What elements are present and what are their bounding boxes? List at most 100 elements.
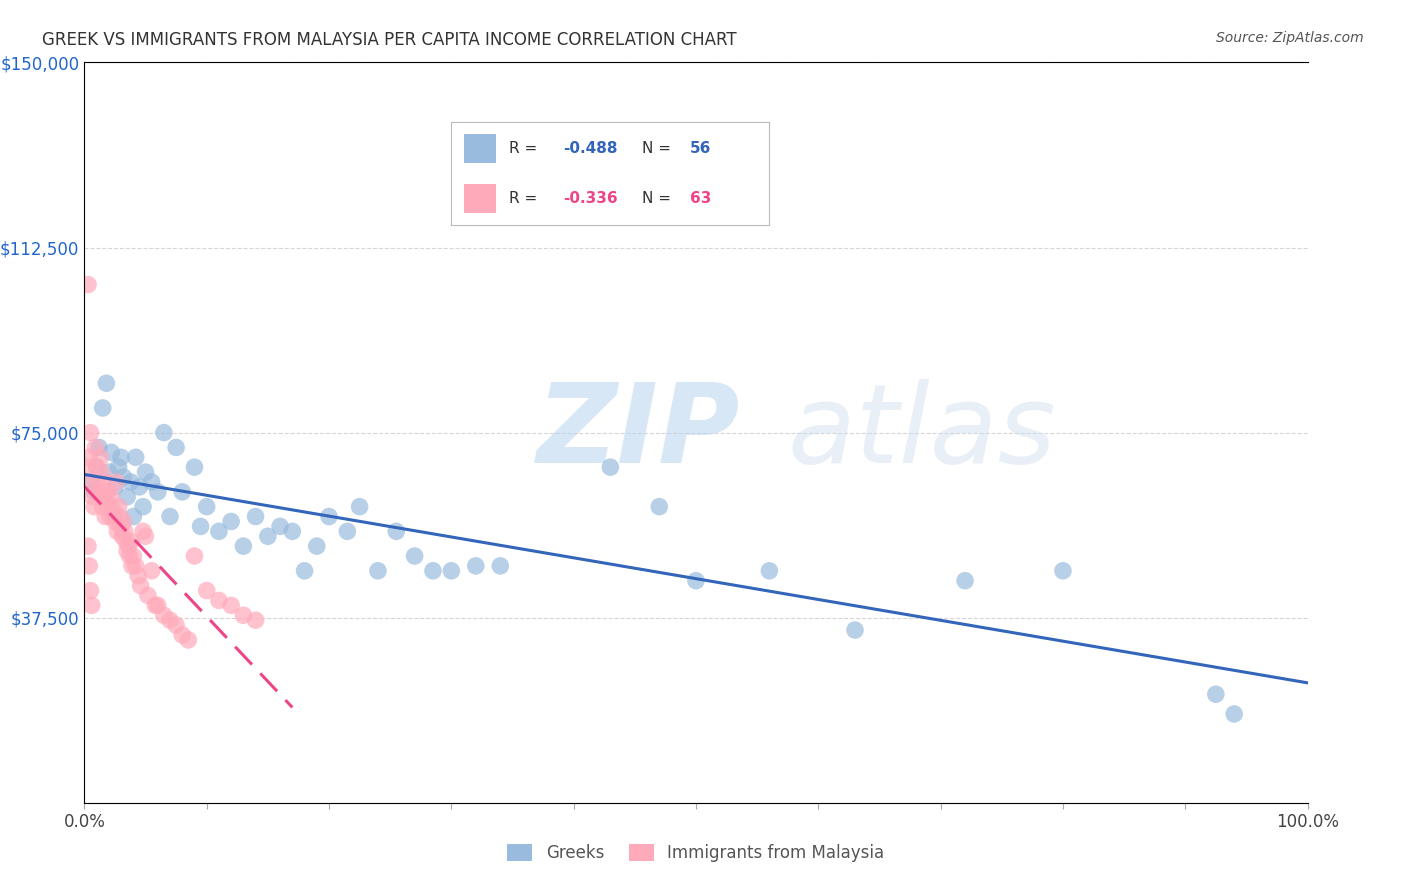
Point [80,599,103,613]
Point [132,524,155,539]
Point [112,515,135,529]
Point [128,480,150,494]
Point [232,608,254,623]
Point [98,509,121,524]
Point [115,490,138,504]
Point [336,524,359,539]
Point [104,515,127,529]
Point [118,549,141,563]
Point [84,441,107,455]
Point [172,628,194,642]
Point [367,564,389,578]
Point [153,425,176,440]
Point [190,519,212,533]
Point [422,564,444,578]
Point [103,509,125,524]
Point [86,460,108,475]
Point [105,524,128,539]
Point [132,500,155,514]
Point [183,460,205,475]
Point [108,509,131,524]
Point [135,465,157,479]
Point [136,589,159,603]
Point [844,623,866,637]
Point [165,441,187,455]
Point [159,613,181,627]
Point [349,500,371,514]
Point [86,460,108,475]
Point [87,484,110,499]
Point [120,475,142,489]
Point [269,519,291,533]
Point [94,509,117,524]
Point [1223,706,1246,721]
Point [257,529,280,543]
Point [87,475,110,489]
Point [121,558,143,573]
Point [107,460,129,475]
Point [153,608,176,623]
Point [318,509,340,524]
Point [648,500,671,514]
Point [100,490,122,504]
Point [89,450,111,465]
Point [294,564,316,578]
Point [305,539,328,553]
Text: ZIP: ZIP [537,379,741,486]
Point [122,509,145,524]
Point [79,583,101,598]
Point [219,515,242,529]
Point [172,484,194,499]
Point [685,574,707,588]
Point [208,593,231,607]
Point [100,445,122,459]
Point [77,460,100,475]
Point [177,632,200,647]
Point [114,524,136,539]
Point [101,500,124,514]
Point [110,450,132,465]
Point [232,539,254,553]
Point [107,500,129,514]
Point [83,500,105,514]
Point [125,450,148,465]
Text: atlas: atlas [787,379,1056,486]
Point [404,549,426,563]
Point [758,564,780,578]
Point [219,599,242,613]
Point [281,524,304,539]
Point [97,484,120,499]
Point [129,579,152,593]
Point [125,558,148,573]
Point [80,475,103,489]
Point [146,599,169,613]
Point [77,277,100,292]
Point [77,558,100,573]
Point [105,475,128,489]
Point [1205,687,1227,701]
Legend: Greeks, Immigrants from Malaysia: Greeks, Immigrants from Malaysia [501,837,891,869]
Point [1052,564,1074,578]
Point [96,475,118,489]
Point [127,568,149,582]
Point [159,509,181,524]
Point [120,534,142,549]
Point [83,484,105,499]
Point [122,549,145,563]
Text: GREEK VS IMMIGRANTS FROM MALAYSIA PER CAPITA INCOME CORRELATION CHART: GREEK VS IMMIGRANTS FROM MALAYSIA PER CA… [42,31,737,49]
Point [77,539,100,553]
Point [385,524,408,539]
Point [195,583,218,598]
Point [82,490,104,504]
Point [141,564,163,578]
Point [87,441,110,455]
Point [91,401,114,415]
Point [165,618,187,632]
Point [953,574,976,588]
Point [112,470,135,484]
Point [245,613,267,627]
Point [464,558,486,573]
Point [146,484,169,499]
Point [96,376,118,391]
Point [115,544,138,558]
